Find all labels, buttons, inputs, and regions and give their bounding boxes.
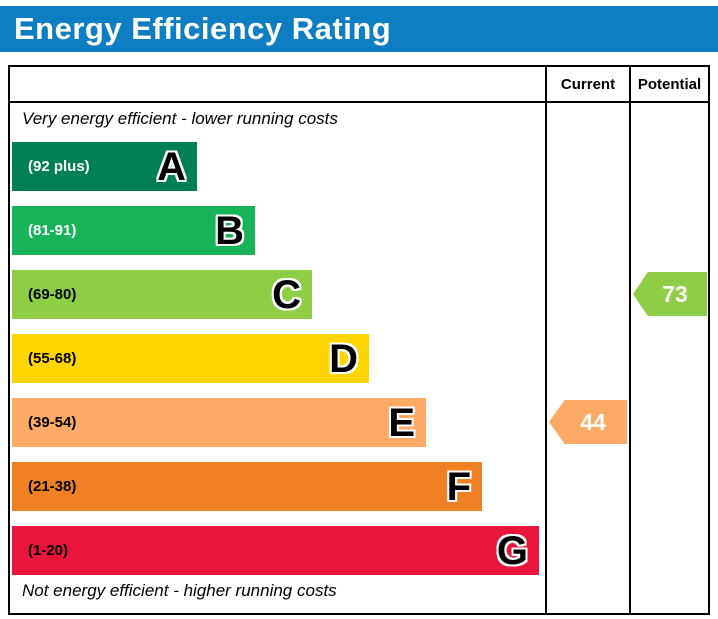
header-row-divider [10,101,708,103]
bottom-note: Not energy efficient - higher running co… [22,581,337,600]
rating-band-e: (39-54) E [12,398,426,447]
band-range-label: (69-80) [28,286,77,303]
band-range-label: (81-91) [28,222,77,239]
band-letter: B [215,208,244,253]
band-range-label: (92 plus) [28,158,90,175]
band-letter: E [388,400,415,445]
current-column-header: Current [560,75,616,93]
rating-band-a: (92 plus) A [12,142,197,191]
potential-rating-arrow: 73 [633,272,707,316]
rating-band-g: (1-20) G [12,526,539,575]
current-rating-arrow: 44 [549,400,627,444]
band-letter: D [329,336,358,381]
top-note: Very energy efficient - lower running co… [22,109,338,128]
potential-column-divider [629,67,631,613]
energy-efficiency-chart: Current Potential Very energy efficient … [8,65,710,615]
rating-band-d: (55-68) D [12,334,369,383]
rating-band-b: (81-91) B [12,206,255,255]
band-range-label: (39-54) [28,414,77,431]
band-letter: F [446,464,471,509]
potential-rating-value: 73 [662,280,688,307]
band-range-label: (1-20) [28,542,69,559]
potential-column-header: Potential [637,75,702,93]
current-column-divider [545,67,547,613]
band-letter: G [496,528,528,573]
band-letter: C [272,272,301,317]
rating-band-f: (21-38) F [12,462,482,511]
title-bar: Energy Efficiency Rating [0,6,718,52]
band-range-label: (21-38) [28,478,77,495]
current-rating-value: 44 [580,408,606,435]
page-title: Energy Efficiency Rating [14,11,392,46]
band-letter: A [157,144,186,189]
band-range-label: (55-68) [28,350,77,367]
rating-band-c: (69-80) C [12,270,312,319]
